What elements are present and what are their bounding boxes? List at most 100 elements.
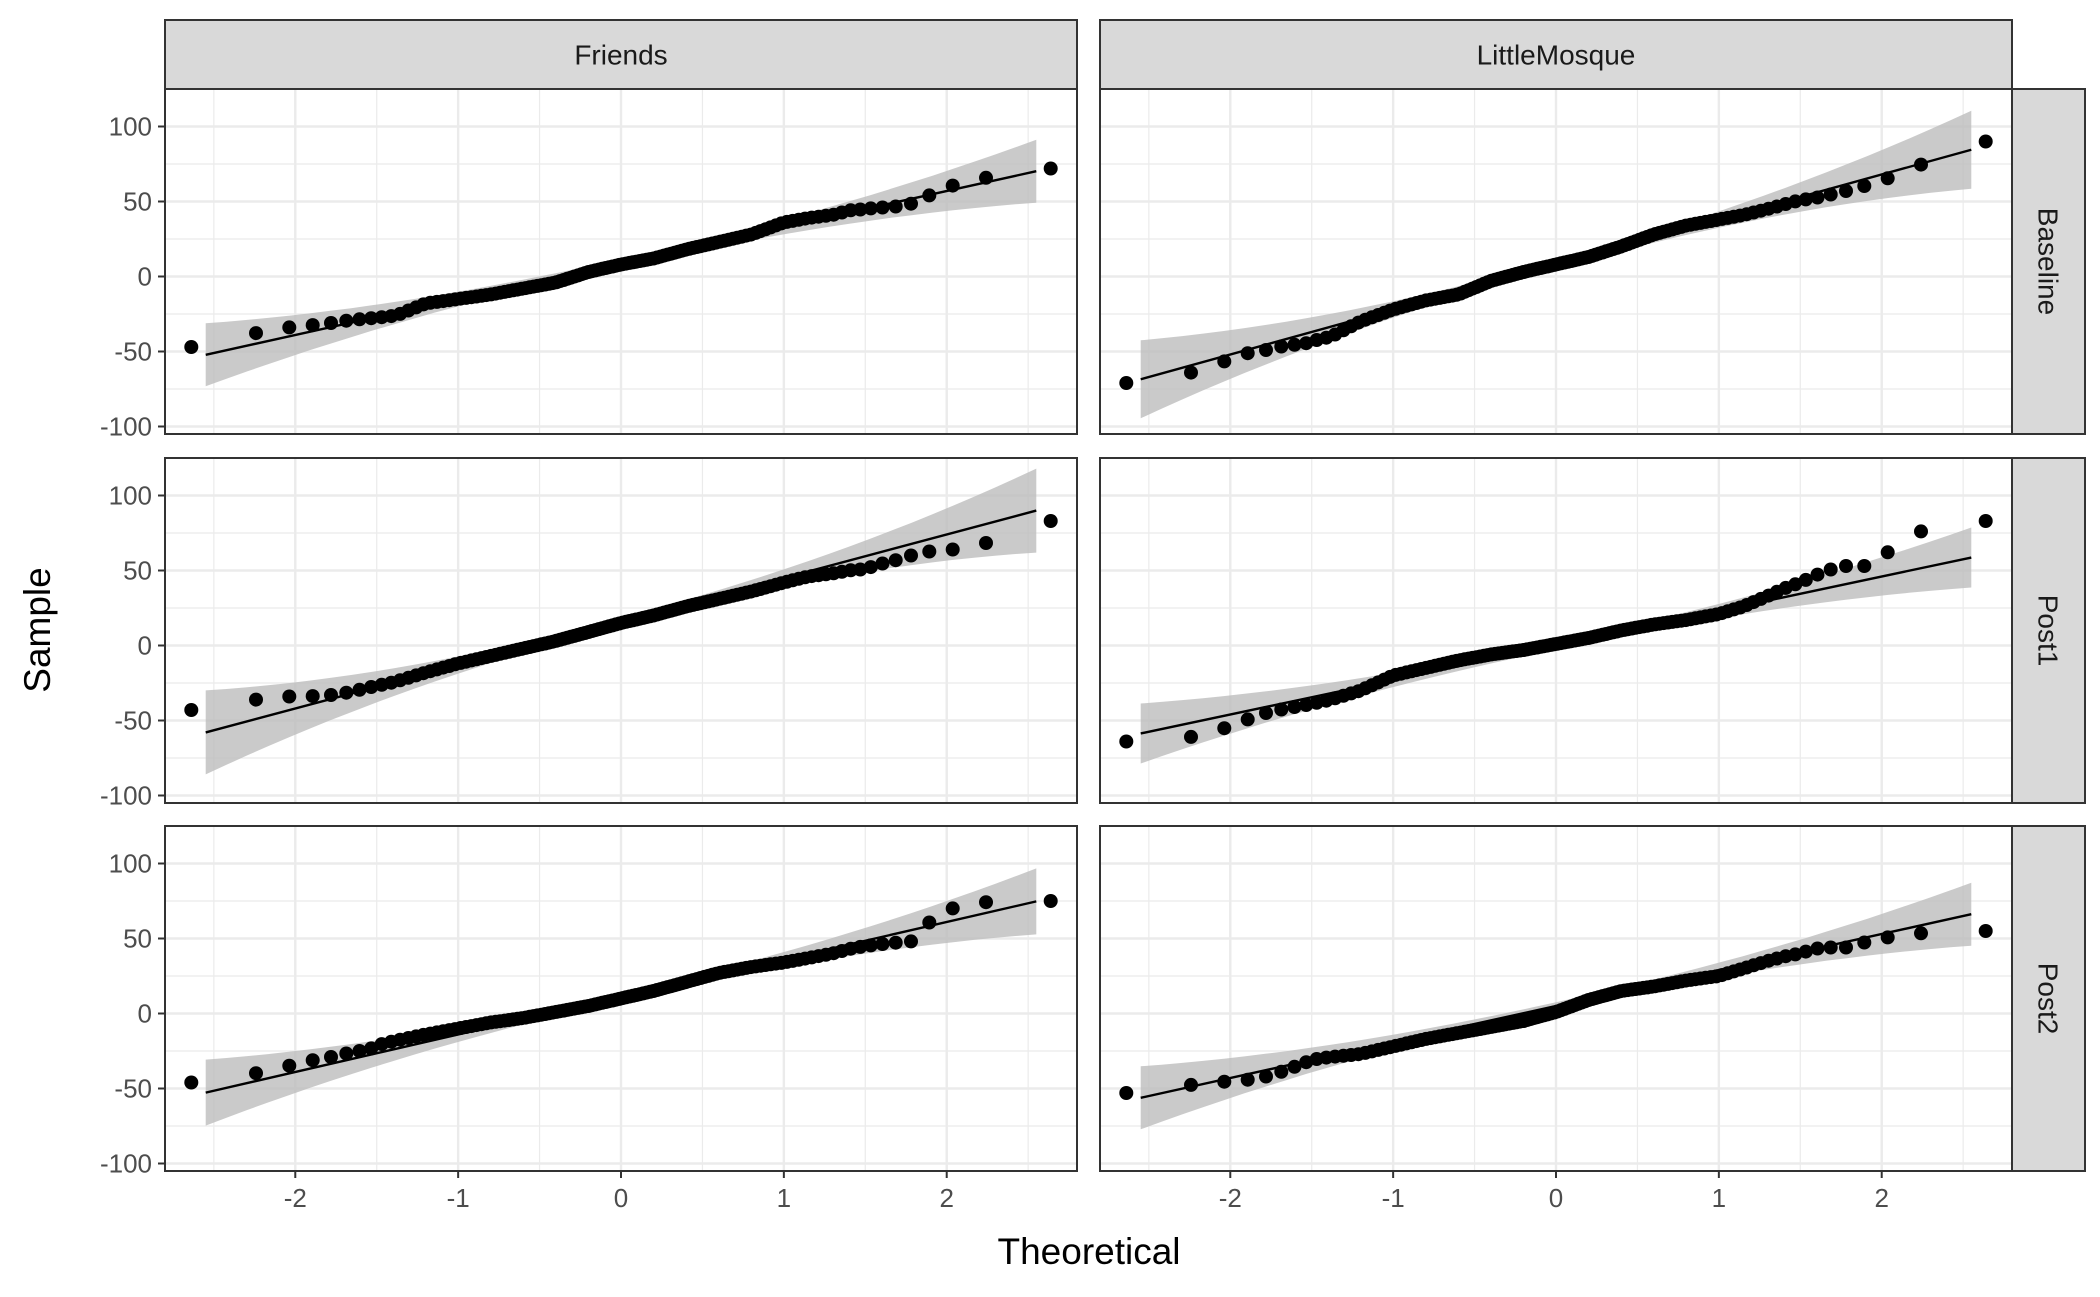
qq-point (1857, 179, 1872, 193)
qq-point (1299, 1055, 1314, 1070)
qq-point (945, 542, 960, 557)
y-axis-title: Sample (17, 567, 58, 692)
y-tick-label: 100 (109, 849, 152, 879)
qq-point (1299, 698, 1314, 712)
qq-point (1259, 343, 1273, 357)
qq-point (904, 934, 918, 949)
qq-point (1259, 706, 1273, 720)
strip-label: LittleMosque (1477, 40, 1636, 71)
qq-points (1119, 134, 1993, 390)
qq-point (853, 939, 868, 954)
panel-grid (1100, 825, 2012, 1171)
qq-points (184, 161, 1058, 354)
qq-point (922, 188, 937, 203)
qq-point (1798, 944, 1813, 959)
qq-point (875, 200, 890, 215)
qq-point (1914, 926, 1928, 941)
qq-point (339, 685, 354, 700)
qq-point (1914, 524, 1928, 539)
strip-background (2011, 457, 2086, 804)
strip-post1: Post1 (2011, 457, 2086, 804)
panel-friends-baseline (164, 88, 1078, 435)
qq-point (364, 311, 379, 326)
y-tick-label: -100 (100, 412, 152, 442)
qq-point (945, 178, 960, 193)
qq-point (1184, 365, 1198, 380)
qq-point (1259, 1069, 1273, 1084)
strip-baseline: Baseline (2011, 88, 2086, 435)
y-tick-label: -100 (100, 1149, 152, 1179)
qq-point (282, 689, 297, 704)
qq-point (1823, 187, 1838, 202)
qq-point (1839, 559, 1853, 573)
qq-point (1839, 940, 1853, 955)
strip-background (2011, 88, 2086, 435)
qq-points (184, 514, 1058, 717)
qq-point (184, 1075, 199, 1090)
qq-point (1823, 562, 1838, 577)
y-tick-label: 100 (109, 112, 152, 142)
qq-point (1274, 1064, 1289, 1079)
qq-point (1839, 184, 1853, 198)
y-tick-label: 0 (138, 631, 152, 661)
y-tick-label: 0 (138, 262, 152, 292)
qq-point (875, 556, 890, 571)
qq-point (853, 562, 868, 577)
y-tick-label: 0 (138, 999, 152, 1029)
y-tick-label: 50 (123, 556, 152, 586)
strips-layer: Friends LittleMosque Baseline Post1 Post2 (164, 19, 2086, 1172)
qq-point (904, 196, 918, 211)
qq-point (853, 202, 868, 217)
qq-points (1119, 514, 1993, 749)
panel-border (164, 457, 1078, 804)
panel-grid (165, 825, 1077, 1171)
qq-point (324, 316, 338, 330)
x-tick-label: 2 (1874, 1183, 1888, 1213)
qq-point (1798, 572, 1813, 587)
qq-point (888, 553, 903, 568)
qq-point (1857, 935, 1872, 950)
qq-point (1119, 734, 1134, 749)
qq-point (1788, 194, 1803, 209)
y-tick-label: 50 (123, 187, 152, 217)
strip-background (164, 19, 1078, 90)
qq-point (1043, 514, 1058, 528)
qq-point (339, 1046, 354, 1061)
x-tick-label: 1 (777, 1183, 791, 1213)
qq-point (904, 548, 918, 563)
qq-point (1274, 702, 1289, 717)
strip-label: Post1 (2033, 595, 2064, 667)
qq-point (1287, 1059, 1302, 1074)
qq-point (979, 170, 993, 185)
qq-point (1880, 171, 1895, 186)
panel-littlemosque-post1 (1099, 457, 2013, 804)
qq-point (1788, 947, 1803, 962)
panel-littlemosque-post2 (1099, 825, 2013, 1172)
y-tick-label: -50 (114, 337, 152, 367)
qq-point (249, 1066, 263, 1081)
panels-layer (164, 88, 2013, 1172)
x-tick-label: -2 (1219, 1183, 1242, 1213)
qq-point (352, 1044, 367, 1058)
qq-point (282, 1058, 297, 1073)
qq-point (1043, 161, 1058, 176)
strip-label: Post2 (2033, 963, 2064, 1035)
qq-point (324, 688, 338, 702)
qq-point (1287, 337, 1302, 352)
qq-point (1119, 376, 1134, 390)
qq-point (1184, 729, 1198, 744)
y-tick-label: -100 (100, 781, 152, 811)
x-tick-label: -1 (1382, 1183, 1405, 1213)
qq-point (1914, 157, 1928, 172)
qq-point (305, 318, 320, 333)
panel-grid (1100, 457, 2012, 803)
qq-point (305, 1053, 320, 1068)
panel-friends-post2 (164, 825, 1078, 1172)
qq-point (1287, 700, 1302, 714)
qq-point (979, 536, 993, 550)
y-tick-label: 50 (123, 924, 152, 954)
qq-point (184, 703, 199, 717)
qq-point (1880, 930, 1895, 945)
strip-label: Friends (574, 40, 667, 71)
qq-point (1217, 354, 1232, 369)
